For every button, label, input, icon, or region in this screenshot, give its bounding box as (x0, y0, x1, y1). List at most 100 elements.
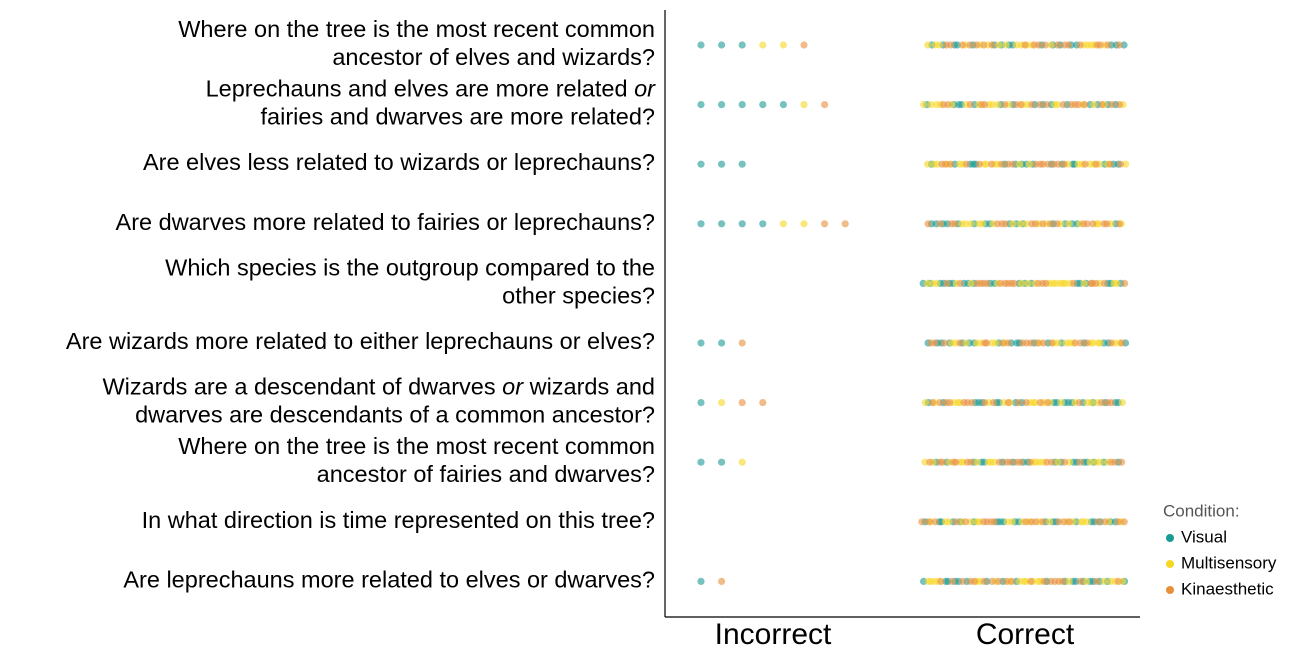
label-text: other species? (502, 283, 655, 309)
question-label: In what direction is time represented on… (142, 507, 655, 533)
dot (995, 458, 1004, 466)
dot (1092, 160, 1100, 168)
dot (981, 399, 989, 407)
question-label: Leprechauns and elves are more related o… (206, 76, 657, 102)
dot (973, 458, 981, 466)
dot (1065, 518, 1073, 526)
dot (1047, 41, 1055, 49)
dot (1089, 339, 1097, 347)
dot (926, 458, 934, 466)
dot (1006, 458, 1014, 466)
dot (1024, 279, 1032, 287)
legend-swatch (1166, 586, 1174, 594)
question-label: Are dwarves more related to fairies or l… (116, 209, 655, 235)
dot (1031, 220, 1040, 228)
question-label: Where on the tree is the most recent com… (178, 16, 655, 42)
correct-dots (918, 518, 1128, 526)
dot (923, 279, 931, 287)
dot (987, 160, 996, 168)
dot (1113, 279, 1121, 287)
dot (1108, 101, 1116, 109)
dot (1103, 220, 1111, 228)
dot (1002, 41, 1010, 49)
dot (931, 518, 940, 526)
dot (975, 160, 984, 168)
dot (1035, 41, 1043, 49)
dot (1097, 399, 1106, 407)
dot (1075, 399, 1083, 407)
dot (935, 41, 943, 49)
dot (920, 101, 928, 109)
dot (1022, 220, 1031, 228)
dot (944, 101, 952, 109)
dot (738, 339, 746, 347)
dot (921, 399, 929, 407)
incorrect-dots (759, 41, 788, 49)
dot (1021, 41, 1029, 49)
dot (982, 160, 990, 168)
dot (1017, 101, 1025, 109)
dot (1027, 577, 1035, 586)
dot (1036, 101, 1044, 109)
dot (1081, 160, 1089, 168)
dot (1053, 220, 1061, 228)
dot (821, 220, 829, 228)
dot (1042, 101, 1051, 109)
dot (1017, 220, 1025, 228)
dot (925, 518, 933, 526)
dot (697, 220, 705, 228)
dot (1040, 577, 1048, 586)
dot (962, 339, 970, 347)
dot (1080, 101, 1089, 109)
dot (980, 577, 988, 586)
label-text: Are leprechauns more related to elves or… (123, 567, 655, 593)
dot (990, 518, 998, 526)
dot (1017, 458, 1025, 466)
dot (936, 399, 944, 407)
question-label: Are wizards more related to either lepre… (66, 328, 655, 354)
dot (939, 458, 947, 466)
dot (983, 279, 991, 287)
question-label: Which species is the outgroup compared t… (165, 255, 655, 281)
dot (1001, 220, 1009, 228)
correct-dots (942, 41, 1123, 49)
dot (718, 458, 726, 466)
dot (697, 458, 705, 466)
dot (936, 220, 944, 228)
dot (993, 101, 1002, 109)
dot (1036, 399, 1045, 407)
dot (718, 399, 726, 407)
incorrect-dots (718, 399, 726, 407)
dot (718, 41, 726, 49)
dot (1046, 220, 1054, 228)
dot (697, 577, 705, 586)
dot (1114, 577, 1122, 586)
dot (738, 399, 746, 407)
dot (738, 220, 746, 228)
incorrect-dots (821, 101, 829, 109)
dot (1071, 339, 1079, 347)
dot (738, 160, 746, 168)
dot (1008, 577, 1016, 586)
dot (1065, 220, 1073, 228)
dot (1100, 279, 1108, 287)
dot (1045, 518, 1054, 526)
dot (947, 160, 955, 168)
incorrect-dots (718, 577, 726, 586)
x-tick-label: Incorrect (715, 618, 832, 649)
incorrect-dots (697, 399, 705, 407)
dot (962, 160, 970, 168)
label-text: Are wizards more related to either lepre… (66, 328, 655, 354)
dot (1076, 41, 1084, 49)
dot (1069, 279, 1078, 287)
dot (924, 41, 932, 49)
dot (841, 220, 849, 228)
dot (1122, 160, 1130, 168)
dot (968, 399, 976, 407)
dot (1095, 220, 1103, 228)
dot (1100, 577, 1108, 586)
dot (967, 458, 975, 466)
dot (1118, 339, 1126, 347)
dot (1008, 518, 1016, 526)
dot (995, 41, 1003, 49)
